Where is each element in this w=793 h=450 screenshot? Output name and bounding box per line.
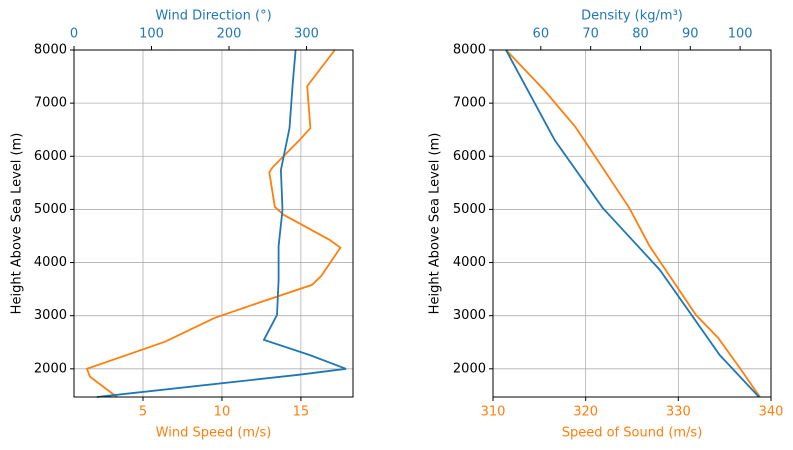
y-axis-label: Height Above Sea Level (m) (428, 133, 443, 315)
profile-line (85, 49, 342, 398)
y-tick-label: 7000 (453, 96, 486, 111)
y-tick-label: 2000 (453, 361, 486, 376)
x-tick-label: 320 (573, 405, 598, 420)
y-tick-label: 6000 (34, 149, 67, 164)
y-tick-label: 5000 (34, 202, 67, 217)
profile-line (505, 49, 761, 398)
y-tick-label: 3000 (453, 308, 486, 323)
x2-tick-label: 200 (217, 27, 242, 42)
x-axis-label: Speed of Sound (m/s) (562, 426, 703, 441)
y-tick-label: 6000 (453, 149, 486, 164)
y-tick-label: 3000 (34, 308, 67, 323)
y-tick-label: 5000 (453, 202, 486, 217)
x2-tick-label: 100 (139, 27, 164, 42)
x-tick-label: 5 (139, 405, 147, 420)
plot-frame (492, 49, 772, 398)
x2-tick-label: 90 (682, 27, 699, 42)
x-tick-label: 10 (214, 405, 231, 420)
x2-tick-label: 300 (294, 27, 319, 42)
y-tick-label: 8000 (453, 43, 486, 58)
x-tick-label: 330 (666, 405, 691, 420)
y-tick-label: 4000 (453, 255, 486, 270)
x2-tick-label: 70 (582, 27, 599, 42)
x-tick-label: 340 (759, 405, 784, 420)
y-tick-label: 4000 (34, 255, 67, 270)
x2-axis-label: Density (kg/m³) (581, 9, 683, 24)
y-tick-label: 7000 (34, 96, 67, 111)
x-tick-label: 310 (481, 405, 506, 420)
x2-tick-label: 60 (533, 27, 550, 42)
x2-tick-label: 100 (728, 27, 753, 42)
x-axis-label: Wind Speed (m/s) (156, 426, 272, 441)
x2-tick-label: 80 (632, 27, 649, 42)
profile-line (96, 49, 347, 398)
x-tick-label: 15 (293, 405, 310, 420)
plot-frame (73, 49, 354, 398)
x2-tick-label: 0 (70, 27, 78, 42)
x2-axis-label: Wind Direction (°) (155, 9, 271, 24)
y-tick-label: 8000 (34, 43, 67, 58)
profile-line (505, 49, 760, 398)
y-tick-label: 2000 (34, 361, 67, 376)
y-axis-label: Height Above Sea Level (m) (10, 133, 25, 315)
